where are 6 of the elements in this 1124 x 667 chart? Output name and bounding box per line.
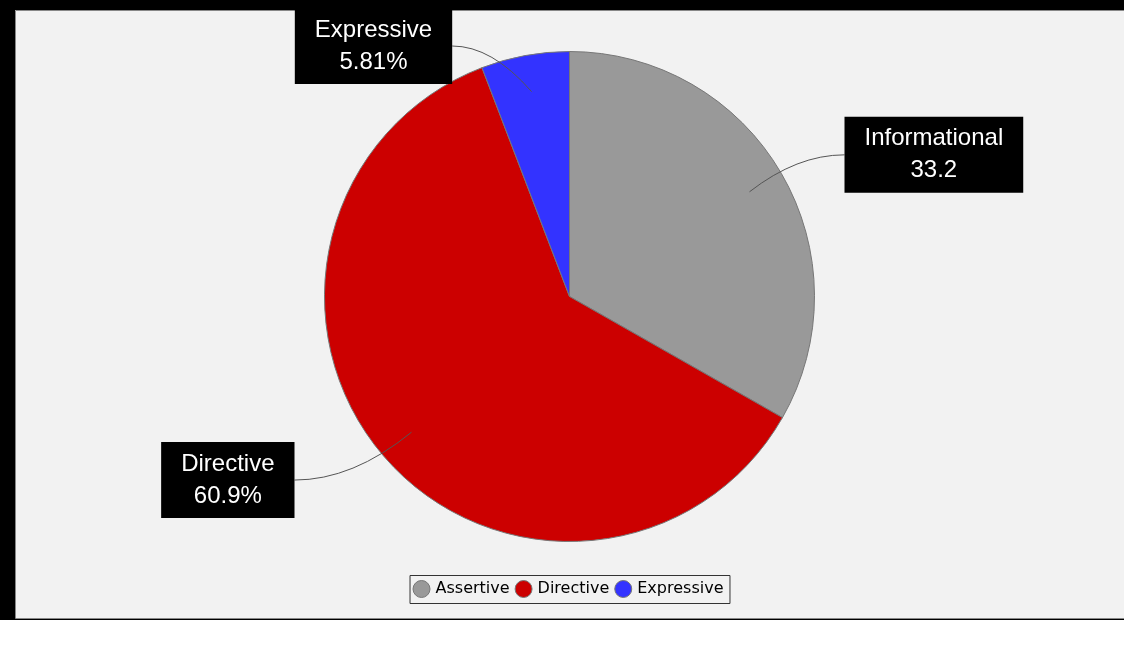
legend-label: Expressive <box>637 578 724 598</box>
data-label: Informational 33.2 <box>864 123 1004 183</box>
legend-label: Assertive <box>435 578 510 598</box>
data-label: Directive 60.9% <box>181 448 275 508</box>
data-label: Expressive 5.81% <box>314 14 433 74</box>
legend-label: Directive <box>537 578 610 598</box>
